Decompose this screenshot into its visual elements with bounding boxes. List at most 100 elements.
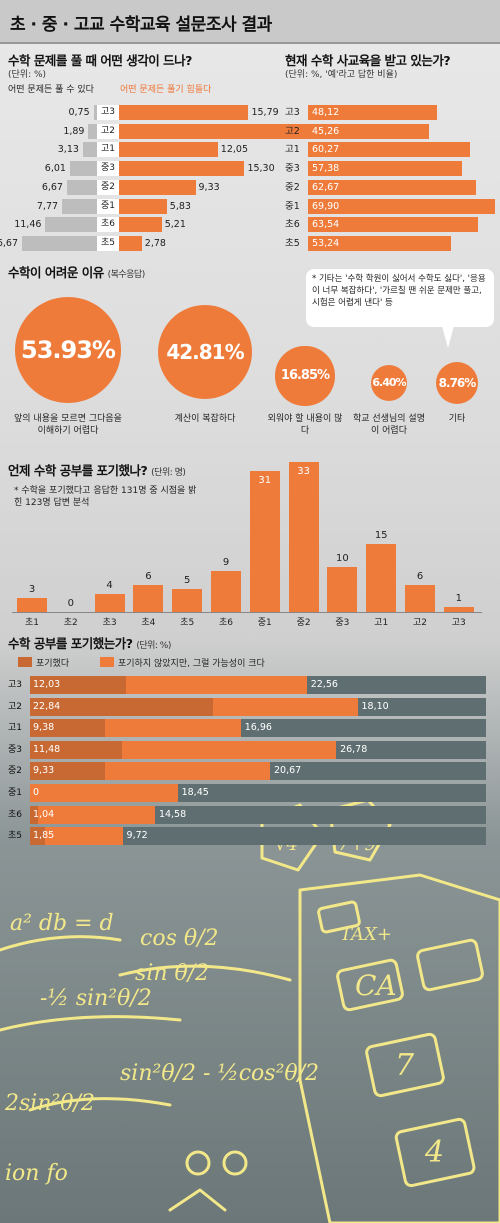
label-private-ed: 45,26	[312, 125, 340, 137]
value-label: 5	[184, 575, 191, 587]
label-gave-up: 9,33	[33, 765, 55, 777]
grade-label: 중3	[97, 161, 119, 177]
bar-gave-up	[30, 676, 127, 694]
label-can-solve: 11,46	[14, 219, 42, 231]
bar-can-solve	[69, 161, 97, 177]
label-likely: 26,78	[340, 743, 368, 755]
x-tick-label: 초3	[102, 618, 117, 628]
bar-gave-up	[30, 740, 122, 759]
thoughts-legend-right: 어떤 문제든 풀기 힘들다	[120, 85, 212, 95]
label-likely: 9,72	[126, 830, 148, 842]
label-likely: 18,45	[181, 787, 209, 798]
title-bar	[0, 0, 500, 44]
label-can-solve: 1,89	[63, 125, 85, 137]
value-label: 3	[28, 584, 36, 596]
grade-label: 고3	[285, 107, 300, 118]
legend-gaveup: 포기했다	[36, 659, 70, 669]
doodle-text: CA	[355, 969, 397, 1002]
x-tick-label: 고1	[374, 618, 389, 628]
legend-swatch-gaveup	[18, 657, 32, 667]
reason-label: 계산이 복잡하다	[174, 414, 236, 424]
x-tick-label: 중3	[335, 618, 350, 628]
reason-circle: 8.76%	[435, 361, 479, 405]
x-axis	[12, 612, 482, 613]
bar-gave-up-time	[249, 470, 280, 612]
x-tick-label: 고2	[412, 618, 427, 628]
label-likely: 16,96	[244, 722, 272, 734]
bar-hard-to-solve	[119, 105, 249, 120]
label-private-ed: 69,90	[312, 200, 340, 212]
label-hard-to-solve: 12,05	[220, 144, 248, 156]
gaveup-title-text: 수학 공부를 포기했는가?	[8, 636, 133, 651]
bar-gave-up-time	[17, 598, 47, 612]
bar-private-ed	[308, 198, 496, 214]
when-title: 언제 수학 공부를 포기했나? (단위: 명)	[8, 460, 186, 479]
equation-stroke	[118, 964, 292, 982]
bar-private-ed	[308, 142, 470, 158]
label-likely: 22,56	[310, 679, 338, 690]
grade-label: 고2	[97, 123, 119, 139]
doodle-text: cos θ/2	[140, 926, 219, 951]
reasons-subtitle: (복수응답)	[107, 270, 146, 280]
bar-likely	[38, 805, 155, 824]
reason-circle: 53.93%	[15, 297, 121, 403]
label-can-solve: 3,13	[57, 144, 79, 156]
value-label: 33	[297, 465, 310, 477]
bar-hard-to-solve	[119, 217, 162, 233]
glasses-lens	[185, 1150, 211, 1176]
legend-likely: 포기하지 않았지만, 그럴 가능성이 크다	[118, 659, 265, 669]
reason-label: 앞의 내용을 모르면 그다음을 이해하기 어렵다	[14, 414, 122, 436]
x-tick-label: 초6	[218, 618, 233, 628]
grade-label: 초5	[8, 831, 23, 842]
label-gave-up: 12,03	[33, 679, 61, 690]
value-label: 10	[336, 552, 349, 564]
label-private-ed: 60,27	[312, 144, 340, 156]
grade-label: 중3	[8, 744, 23, 755]
bar-likely	[212, 697, 358, 716]
value-label: 4	[106, 579, 113, 591]
label-private-ed: 48,12	[312, 107, 340, 118]
label-hard-to-solve: 5,21	[164, 219, 186, 231]
grade-label: 고1	[97, 142, 119, 158]
label-can-solve: 16,67	[0, 237, 18, 249]
callout-pointer	[442, 326, 454, 348]
bar-gave-up-time	[288, 461, 319, 612]
bar-hard-to-solve	[119, 198, 167, 214]
grade-label: 중1	[285, 200, 300, 212]
bar-hard-to-solve	[119, 235, 142, 251]
bar-can-solve	[82, 142, 97, 158]
grade-label: 고3	[8, 680, 23, 690]
grade-label: 중3	[285, 163, 300, 175]
grade-label: 초5	[285, 237, 300, 249]
grade-label: 고2	[285, 125, 300, 137]
label-can-solve: 0,75	[68, 107, 90, 118]
label-gave-up: 11,48	[33, 743, 61, 755]
calc-key	[317, 900, 361, 934]
label-can-solve: 6,01	[44, 163, 66, 175]
x-tick-label: 초1	[24, 618, 39, 628]
reason-circle: 42.81%	[157, 304, 253, 400]
calc-key	[416, 938, 484, 992]
grade-label: 초6	[285, 219, 300, 231]
bar-can-solve	[62, 198, 97, 214]
grade-label: 중2	[8, 766, 23, 777]
label-hard-to-solve: 5,83	[169, 200, 191, 212]
bar-gave-up	[30, 827, 45, 846]
label-gave-up: 1,04	[33, 808, 55, 820]
private-ed-title: 현재 수학 사교육을 받고 있는가?	[285, 53, 451, 68]
grade-label: 초5	[97, 235, 119, 251]
doodle-text: a² db = d	[10, 911, 114, 936]
bar-gave-up-time	[94, 593, 125, 612]
doodle-text: sin²θ/2 - ½cos²θ/2	[120, 1061, 319, 1086]
doodle-text: 7	[395, 1048, 415, 1083]
grade-label: 중1	[97, 198, 119, 214]
doodle-text: sin θ/2	[135, 961, 209, 986]
bar-private-ed	[308, 217, 479, 233]
bar-can-solve	[45, 217, 97, 233]
bar-gave-up-time	[443, 607, 474, 612]
bar-can-solve	[21, 235, 97, 251]
value-label: 6	[145, 570, 152, 582]
reasons-title-text: 수학이 어려운 이유	[8, 265, 104, 280]
bar-gave-up-time	[172, 589, 203, 612]
bar-hard-to-solve	[119, 179, 196, 195]
